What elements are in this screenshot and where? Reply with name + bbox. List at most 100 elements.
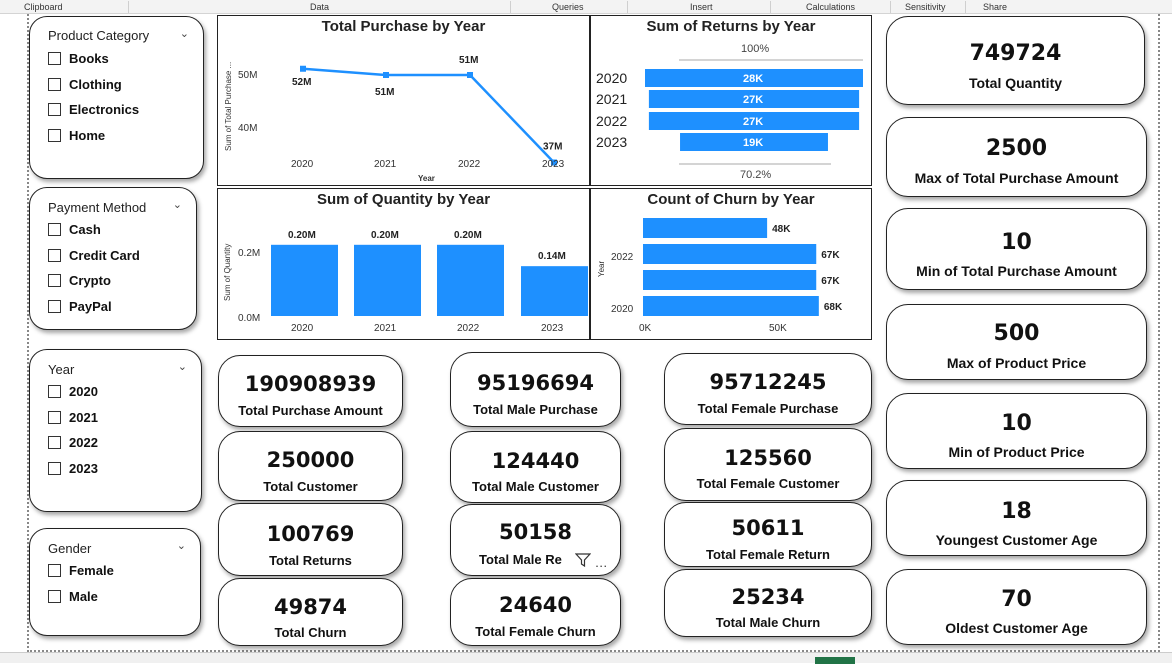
kpi-total-returns[interactable]: 100769 Total Returns bbox=[218, 503, 403, 576]
chart-title: Sum of Quantity by Year bbox=[316, 191, 491, 208]
kpi-total-quantity[interactable]: 749724 Total Quantity bbox=[886, 16, 1145, 105]
series-line bbox=[302, 67, 555, 164]
kpi-value: 2500 bbox=[985, 136, 1048, 161]
checkbox[interactable] bbox=[48, 52, 61, 65]
kpi-label: Total Male Churn bbox=[715, 615, 821, 630]
bar bbox=[643, 244, 817, 264]
status-bar bbox=[0, 652, 1172, 664]
kpi-min-total-purchase-amount[interactable]: 10 Min of Total Purchase Amount bbox=[886, 208, 1147, 290]
checkbox[interactable] bbox=[48, 385, 61, 398]
kpi-label: Min of Total Purchase Amount bbox=[916, 263, 1117, 279]
chart-count-of-churn-by-year[interactable]: Count of Churn by Year Year 2022 2020 0K… bbox=[590, 188, 872, 340]
kpi-total-male-churn[interactable]: 25234 Total Male Churn bbox=[664, 569, 872, 637]
checkbox[interactable] bbox=[48, 274, 61, 287]
ribbon-group-clipboard[interactable]: Clipboard bbox=[24, 2, 63, 12]
kpi-label: Total Quantity bbox=[968, 75, 1063, 91]
funnel-bar bbox=[645, 69, 863, 87]
kpi-value: 95712245 bbox=[709, 370, 827, 394]
slicer-product-category[interactable]: Product Category ⌄ Books Clothing Electr… bbox=[29, 16, 204, 179]
data-label: 51M bbox=[459, 55, 478, 66]
checkbox[interactable] bbox=[48, 300, 61, 313]
checkbox[interactable] bbox=[48, 564, 61, 577]
checkbox[interactable] bbox=[48, 103, 61, 116]
kpi-total-male-customer[interactable]: 124440 Total Male Customer bbox=[450, 431, 621, 503]
checkbox[interactable] bbox=[48, 129, 61, 142]
slicer-item-2021[interactable]: 2021 bbox=[48, 410, 98, 425]
bar bbox=[437, 244, 504, 316]
chart-sum-of-quantity-by-year[interactable]: Sum of Quantity by Year Sum of Quantity … bbox=[217, 188, 590, 340]
slicer-item-home[interactable]: Home bbox=[48, 128, 105, 143]
ribbon-group-calculations[interactable]: Calculations bbox=[806, 2, 856, 12]
checkbox[interactable] bbox=[48, 462, 61, 475]
slicer-year[interactable]: Year ⌄ 2020 2021 2022 2023 bbox=[29, 349, 202, 512]
data-label: 0.20M bbox=[454, 230, 482, 241]
checkbox[interactable] bbox=[48, 436, 61, 449]
slicer-item-2022[interactable]: 2022 bbox=[48, 435, 98, 450]
ribbon-group-queries[interactable]: Queries bbox=[552, 2, 584, 12]
x-tick: 2021 bbox=[374, 323, 397, 334]
kpi-label: Total Female Purchase bbox=[697, 401, 839, 416]
kpi-total-female-purchase[interactable]: 95712245 Total Female Purchase bbox=[664, 353, 872, 425]
x-tick: 2023 bbox=[542, 159, 565, 170]
slicer-item-paypal[interactable]: PayPal bbox=[48, 299, 112, 314]
x-tick: 2020 bbox=[291, 323, 314, 334]
data-label: 67K bbox=[821, 250, 840, 261]
checkbox[interactable] bbox=[48, 78, 61, 91]
data-label: 0.14M bbox=[538, 251, 566, 262]
slicer-gender[interactable]: Gender ⌄ Female Male bbox=[29, 528, 201, 636]
kpi-label: Youngest Customer Age bbox=[935, 532, 1098, 548]
kpi-youngest-customer-age[interactable]: 18 Youngest Customer Age bbox=[886, 480, 1147, 556]
kpi-total-customer[interactable]: 250000 Total Customer bbox=[218, 431, 403, 501]
slicer-item-female[interactable]: Female bbox=[48, 563, 114, 578]
kpi-total-female-churn[interactable]: 24640 Total Female Churn bbox=[450, 578, 621, 646]
ribbon-group-data[interactable]: Data bbox=[310, 2, 330, 12]
active-sheet-indicator[interactable] bbox=[815, 657, 855, 664]
kpi-value: 49874 bbox=[273, 595, 348, 619]
kpi-label: Total Churn bbox=[274, 625, 347, 640]
kpi-total-purchase-amount[interactable]: 190908939 Total Purchase Amount bbox=[218, 355, 403, 427]
data-label: 48K bbox=[772, 224, 791, 235]
kpi-total-female-return[interactable]: 50611 Total Female Return bbox=[664, 502, 872, 567]
kpi-value: 10 bbox=[1001, 230, 1032, 255]
kpi-total-male-purchase[interactable]: 95196694 Total Male Purchase bbox=[450, 352, 621, 427]
slicer-item-cash[interactable]: Cash bbox=[48, 222, 101, 237]
ribbon-group-sensitivity[interactable]: Sensitivity bbox=[905, 2, 946, 12]
slicer-item-books[interactable]: Books bbox=[48, 51, 109, 66]
slicer-item-credit-card[interactable]: Credit Card bbox=[48, 248, 140, 263]
kpi-min-product-price[interactable]: 10 Min of Product Price bbox=[886, 393, 1147, 469]
data-label: 0.20M bbox=[288, 230, 316, 241]
kpi-total-churn[interactable]: 49874 Total Churn bbox=[218, 578, 403, 646]
kpi-oldest-customer-age[interactable]: 70 Oldest Customer Age bbox=[886, 569, 1147, 645]
checkbox[interactable] bbox=[48, 249, 61, 262]
ribbon-group-share[interactable]: Share bbox=[983, 2, 1008, 12]
slicer-payment-method[interactable]: Payment Method ⌄ Cash Credit Card Crypto… bbox=[29, 187, 197, 330]
kpi-max-product-price[interactable]: 500 Max of Product Price bbox=[886, 304, 1147, 380]
slicer-item-clothing[interactable]: Clothing bbox=[48, 77, 122, 92]
ribbon-group-insert[interactable]: Insert bbox=[690, 2, 713, 12]
more-options-icon[interactable]: … bbox=[594, 555, 608, 570]
kpi-label: Max of Total Purchase Amount bbox=[914, 170, 1119, 186]
kpi-value: 500 bbox=[993, 321, 1040, 346]
kpi-value: 25234 bbox=[731, 585, 805, 609]
chevron-down-icon[interactable]: ⌄ bbox=[177, 361, 187, 373]
chart-total-purchase-by-year[interactable]: Total Purchase by Year Sum of Total Purc… bbox=[217, 15, 590, 186]
chart-sum-of-returns-by-year[interactable]: Sum of Returns by Year 100% 70.2% 28K 202… bbox=[590, 15, 872, 186]
chevron-down-icon[interactable]: ⌄ bbox=[179, 28, 189, 40]
slicer-item-crypto[interactable]: Crypto bbox=[48, 273, 111, 288]
checkbox[interactable] bbox=[48, 223, 61, 236]
slicer-item-2020[interactable]: 2020 bbox=[48, 384, 98, 399]
checkbox[interactable] bbox=[48, 411, 61, 424]
slicer-item-2023[interactable]: 2023 bbox=[48, 461, 98, 476]
chevron-down-icon[interactable]: ⌄ bbox=[176, 540, 186, 552]
kpi-max-total-purchase-amount[interactable]: 2500 Max of Total Purchase Amount bbox=[886, 117, 1147, 197]
chevron-down-icon[interactable]: ⌄ bbox=[172, 199, 182, 211]
slicer-item-male[interactable]: Male bbox=[48, 589, 98, 604]
filter-icon[interactable] bbox=[574, 553, 595, 570]
bar bbox=[354, 244, 421, 316]
kpi-total-female-customer[interactable]: 125560 Total Female Customer bbox=[664, 428, 872, 501]
checkbox[interactable] bbox=[48, 590, 61, 603]
slicer-item-electronics[interactable]: Electronics bbox=[48, 102, 139, 117]
kpi-label: Total Female Customer bbox=[696, 476, 840, 491]
category-label: 2023 bbox=[596, 134, 627, 150]
category-label: 2021 bbox=[596, 91, 627, 107]
